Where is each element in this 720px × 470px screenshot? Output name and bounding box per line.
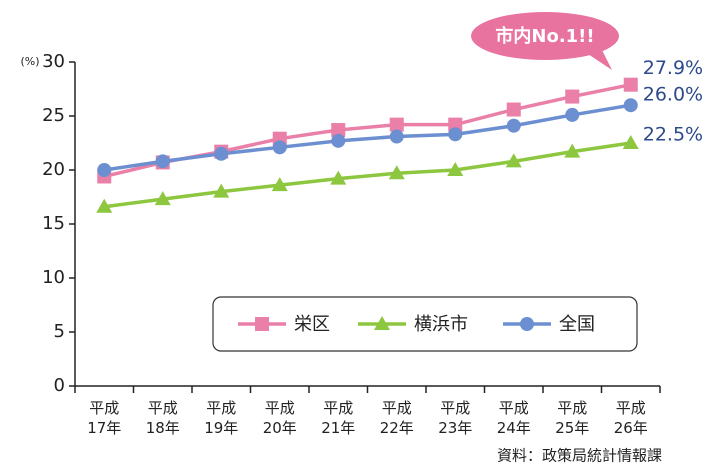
marker <box>520 317 534 331</box>
legend-label: 栄区 <box>294 314 330 335</box>
marker <box>271 177 288 192</box>
value-label: 22.5% <box>643 124 703 146</box>
series-line <box>103 103 632 172</box>
marker <box>506 118 521 133</box>
marker <box>389 117 404 132</box>
y-tick-label: 0 <box>54 375 65 396</box>
marker <box>565 89 580 104</box>
legend-label: 横浜市 <box>414 314 468 335</box>
marker <box>97 163 112 177</box>
marker <box>623 98 638 113</box>
x-tick-label: 平成 21年 <box>321 399 355 437</box>
y-axis-label: (%) <box>20 55 39 68</box>
marker <box>622 135 639 149</box>
y-tick-label: 5 <box>54 321 65 342</box>
value-label: 26.0% <box>643 84 703 106</box>
callout-bubble <box>471 12 619 60</box>
legend-entry: 横浜市 <box>358 314 468 335</box>
legend: 栄区 横浜市 全国 <box>212 296 638 352</box>
x-tick-label: 平成 20年 <box>263 399 297 437</box>
legend-entry: 栄区 <box>238 314 330 335</box>
marker <box>214 146 229 161</box>
marker <box>388 165 405 180</box>
marker <box>389 129 404 144</box>
value-label: 27.9% <box>643 57 703 79</box>
marker <box>447 162 464 176</box>
marker <box>330 170 347 185</box>
marker <box>154 191 171 206</box>
marker <box>448 127 463 142</box>
marker <box>564 143 581 158</box>
legend-label: 全国 <box>559 314 595 335</box>
x-tick-label: 平成 23年 <box>438 399 472 437</box>
y-tick-label: 15 <box>42 213 65 234</box>
y-tick-label: 30 <box>42 51 65 72</box>
marker <box>272 140 287 155</box>
marker <box>213 183 230 198</box>
x-tick-label: 平成 26年 <box>614 399 648 437</box>
x-tick-label: 平成 17年 <box>87 399 121 437</box>
x-tick-label: 平成 25年 <box>555 399 589 437</box>
marker <box>155 154 170 169</box>
y-tick-label: 10 <box>42 267 65 288</box>
marker <box>506 102 521 117</box>
x-tick-label: 平成 22年 <box>380 399 414 437</box>
callout: 市内No.1!! <box>471 12 619 70</box>
marker <box>505 153 522 168</box>
marker <box>255 317 269 331</box>
marker <box>96 198 113 213</box>
marker <box>331 123 346 138</box>
x-tick-label: 平成 18年 <box>146 399 180 437</box>
callout-pointer <box>585 46 612 70</box>
marker <box>623 77 638 92</box>
y-tick-label: 20 <box>42 159 65 180</box>
series-line <box>103 82 632 179</box>
marker <box>565 107 580 122</box>
source: 資料：政策局統計情報課 <box>497 447 662 465</box>
x-tick-label: 平成 19年 <box>204 399 238 437</box>
annotation: 市内No.1!! <box>495 25 594 47</box>
y-tick-label: 25 <box>42 105 65 126</box>
marker <box>331 133 346 148</box>
series-line <box>104 141 632 209</box>
marker <box>374 316 390 330</box>
legend-box <box>212 296 638 352</box>
legend-entry: 全国 <box>503 314 595 335</box>
x-tick-label: 平成 24年 <box>497 399 531 437</box>
marker <box>448 117 463 132</box>
